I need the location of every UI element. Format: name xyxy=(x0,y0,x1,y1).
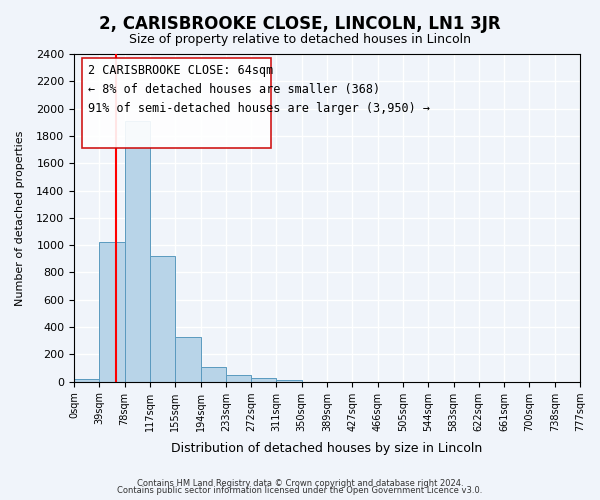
Bar xyxy=(74,379,100,382)
FancyBboxPatch shape xyxy=(82,58,271,148)
Bar xyxy=(226,375,251,382)
X-axis label: Distribution of detached houses by size in Lincoln: Distribution of detached houses by size … xyxy=(172,442,482,455)
Text: 2 CARISBROOKE CLOSE: 64sqm
← 8% of detached houses are smaller (368)
91% of semi: 2 CARISBROOKE CLOSE: 64sqm ← 8% of detac… xyxy=(88,64,430,114)
Bar xyxy=(200,366,226,382)
Bar xyxy=(251,378,277,382)
Bar xyxy=(175,338,200,382)
Bar xyxy=(277,380,302,382)
Bar xyxy=(125,121,150,382)
Bar xyxy=(150,256,175,382)
Text: Contains HM Land Registry data © Crown copyright and database right 2024.: Contains HM Land Registry data © Crown c… xyxy=(137,478,463,488)
Text: 2, CARISBROOKE CLOSE, LINCOLN, LN1 3JR: 2, CARISBROOKE CLOSE, LINCOLN, LN1 3JR xyxy=(99,15,501,33)
Text: Contains public sector information licensed under the Open Government Licence v3: Contains public sector information licen… xyxy=(118,486,482,495)
Text: Size of property relative to detached houses in Lincoln: Size of property relative to detached ho… xyxy=(129,32,471,46)
Bar xyxy=(100,242,125,382)
Y-axis label: Number of detached properties: Number of detached properties xyxy=(15,130,25,306)
